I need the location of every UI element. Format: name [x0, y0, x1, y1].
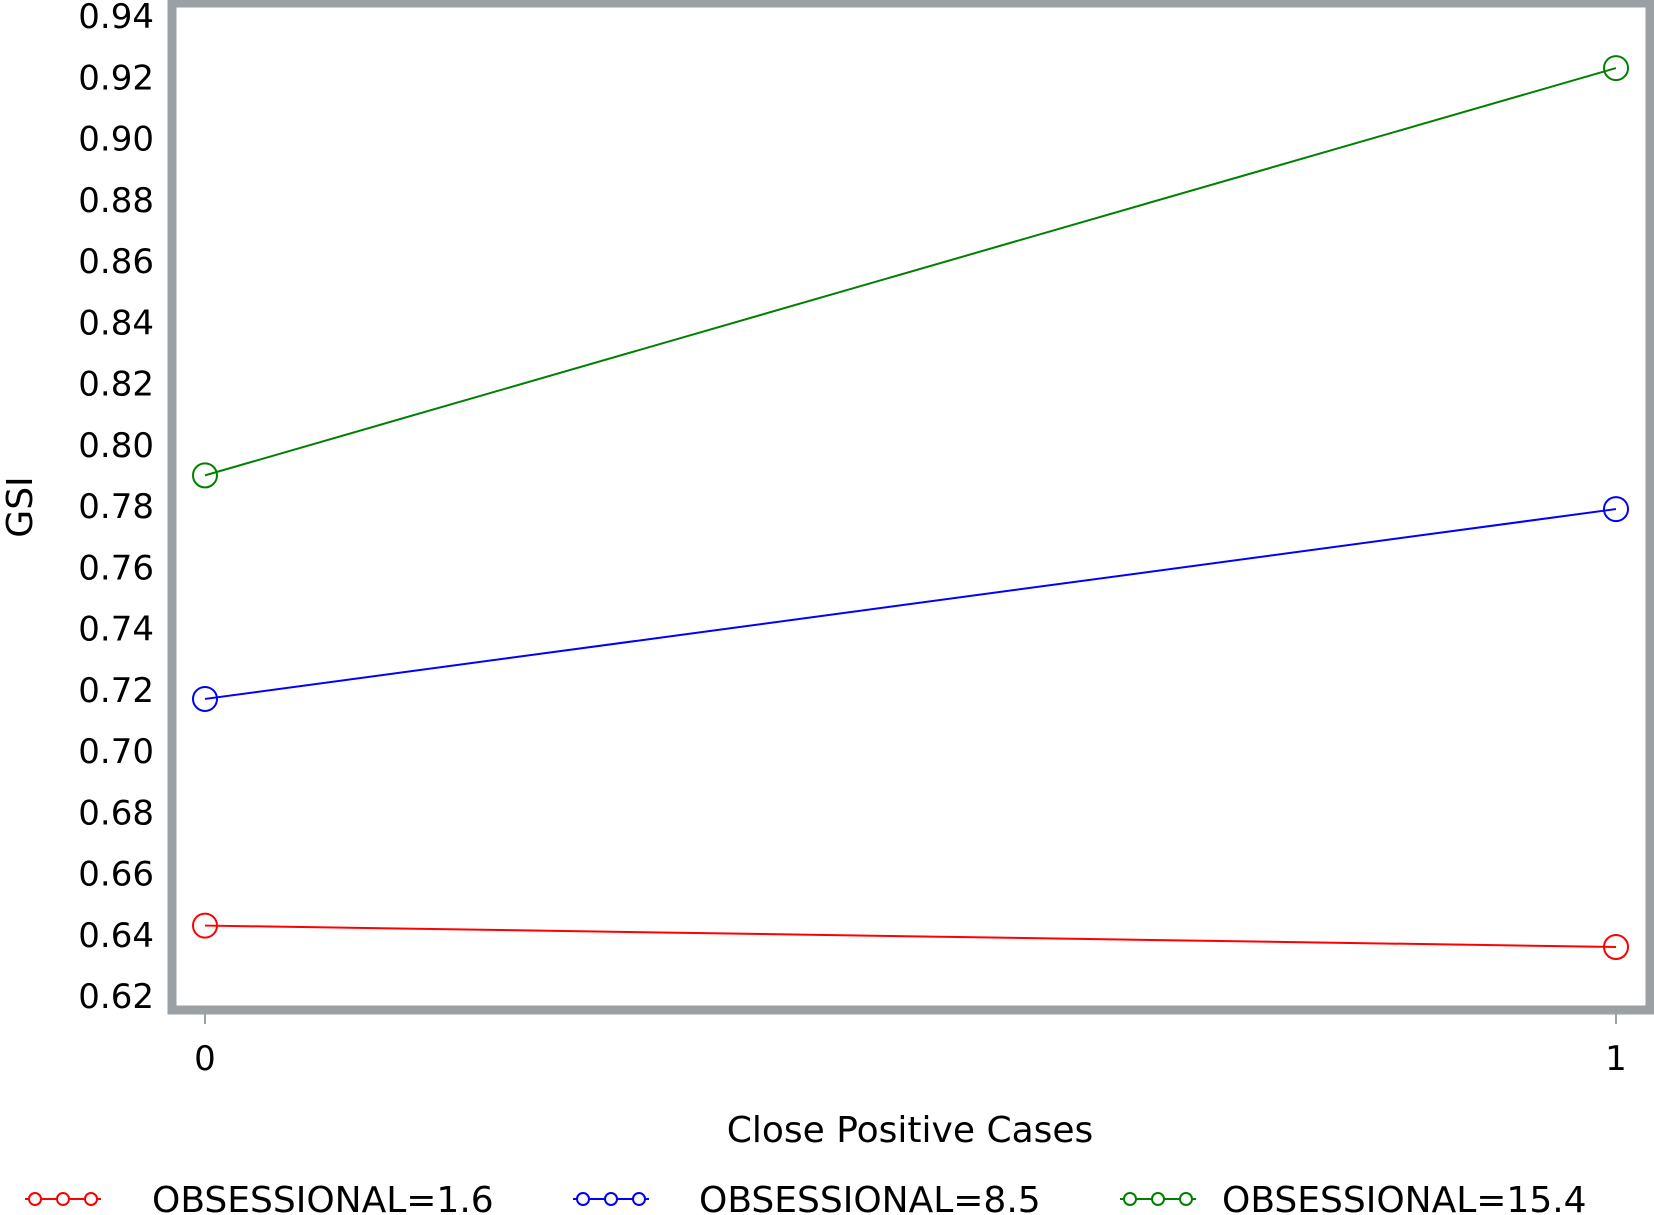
- data-point: [1603, 496, 1629, 523]
- legend-label: OBSESSIONAL=15.4: [1222, 1180, 1587, 1215]
- y-tick-label: 0.86: [78, 242, 154, 282]
- legend-label: OBSESSIONAL=8.5: [699, 1180, 1041, 1215]
- y-tick-label: 0.80: [78, 426, 154, 466]
- legend-swatch-marker: [84, 1192, 98, 1206]
- data-point: [1603, 55, 1629, 82]
- legend: OBSESSIONAL=1.6 OBSESSIONAL=8.5 OBSESSIONA…: [25, 1180, 1587, 1215]
- data-point: [192, 685, 218, 712]
- legend-swatch-marker: [576, 1192, 590, 1206]
- data-point: [1603, 934, 1629, 960]
- series-layer: [192, 55, 1629, 960]
- y-tick-label: 0.82: [78, 365, 154, 405]
- y-axis-title: GSI: [0, 476, 41, 537]
- y-axis: 0.62 0.64 0.66 0.68 0.70 0.72 0.74 0.76 0.78 0.80…: [78, 0, 154, 1017]
- y-tick-label: 0.70: [78, 732, 154, 772]
- legend-swatch-marker: [1179, 1192, 1193, 1206]
- y-tick-label: 0.68: [78, 793, 154, 833]
- y-tick-label: 0.84: [78, 303, 154, 343]
- y-tick-label: 0.78: [78, 487, 154, 527]
- legend-swatch-marker: [632, 1192, 646, 1206]
- legend-swatch-marker: [1123, 1192, 1137, 1206]
- data-point: [192, 912, 218, 939]
- series-line: [204, 67, 1617, 477]
- plot-frame: [167, 0, 1654, 1015]
- x-tick-label: 0: [194, 1039, 216, 1079]
- data-point: [192, 462, 218, 489]
- y-tick-label: 0.94: [78, 0, 154, 37]
- y-tick-label: 0.66: [78, 855, 154, 895]
- legend-swatch-marker: [28, 1192, 42, 1206]
- series-line: [204, 508, 1617, 700]
- y-tick-label: 0.92: [78, 58, 154, 98]
- series-line: [204, 924, 1617, 948]
- y-tick-label: 0.72: [78, 671, 154, 711]
- x-tick-label: 1: [1605, 1039, 1627, 1079]
- y-tick-label: 0.88: [78, 181, 154, 221]
- y-tick-label: 0.90: [78, 120, 154, 160]
- y-tick-label: 0.62: [78, 977, 154, 1017]
- y-tick-label: 0.64: [78, 916, 154, 956]
- legend-swatch-marker: [1151, 1192, 1165, 1206]
- y-tick-label: 0.74: [78, 610, 154, 650]
- x-axis-title: Close Positive Cases: [727, 1110, 1094, 1151]
- legend-swatch-marker: [604, 1192, 618, 1206]
- y-tick-label: 0.76: [78, 548, 154, 588]
- legend-swatch-marker: [56, 1192, 70, 1206]
- legend-label: OBSESSIONAL=1.6: [152, 1180, 494, 1215]
